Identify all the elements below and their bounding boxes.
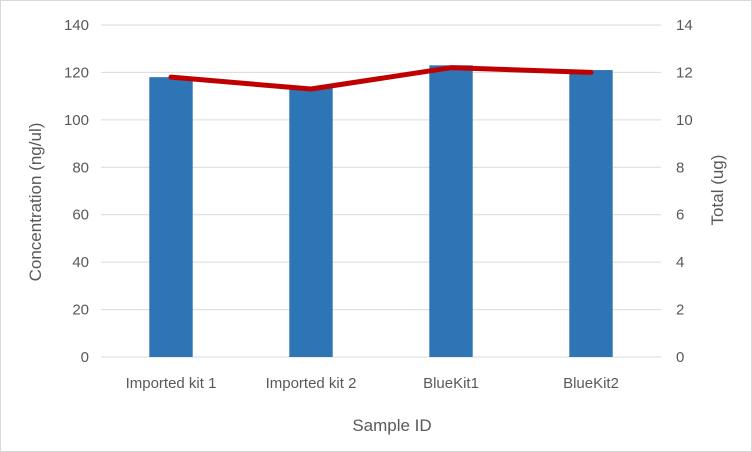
y2-tick-label: 2 (676, 302, 684, 319)
total-line (168, 65, 594, 92)
y-tick-label: 0 (81, 349, 89, 366)
bar (569, 70, 613, 358)
y-tick-label: 80 (72, 159, 89, 176)
x-axis-title: Sample ID (352, 416, 431, 435)
y2-tick-label: 6 (676, 207, 684, 224)
x-tick-label: Imported kit 2 (266, 375, 357, 392)
bar (289, 86, 333, 358)
gridlines (101, 24, 661, 358)
y2-tick-label: 8 (676, 159, 684, 176)
y2-tick-label: 0 (676, 349, 684, 366)
y-tick-label: 60 (72, 207, 89, 224)
bar-series (149, 65, 613, 358)
y2-tick-label: 10 (676, 112, 693, 129)
y-tick-label: 100 (64, 112, 89, 129)
y-axis-title: Concentration (ng/ul) (26, 123, 45, 282)
y-tick-label: 120 (64, 64, 89, 81)
y2-tick-label: 12 (676, 64, 693, 81)
left-axis-ticks: 0 20 40 60 80 100 120 140 (64, 17, 89, 366)
bar (149, 77, 193, 358)
right-axis-ticks: 0 2 4 6 8 10 12 14 (676, 17, 693, 366)
x-tick-label: Imported kit 1 (126, 375, 217, 392)
y-tick-label: 140 (64, 17, 89, 34)
y-tick-label: 20 (72, 302, 89, 319)
line-series (168, 65, 594, 92)
y-tick-label: 40 (72, 254, 89, 271)
y2-tick-label: 4 (676, 254, 684, 271)
x-axis-ticks: Imported kit 1 Imported kit 2 BlueKit1 Blue… (126, 375, 619, 392)
x-tick-label: BlueKit1 (423, 375, 479, 392)
x-tick-label: BlueKit2 (563, 375, 619, 392)
y2-tick-label: 14 (676, 17, 693, 34)
bar (429, 65, 473, 358)
y2-axis-title: Total (ug) (708, 155, 727, 226)
